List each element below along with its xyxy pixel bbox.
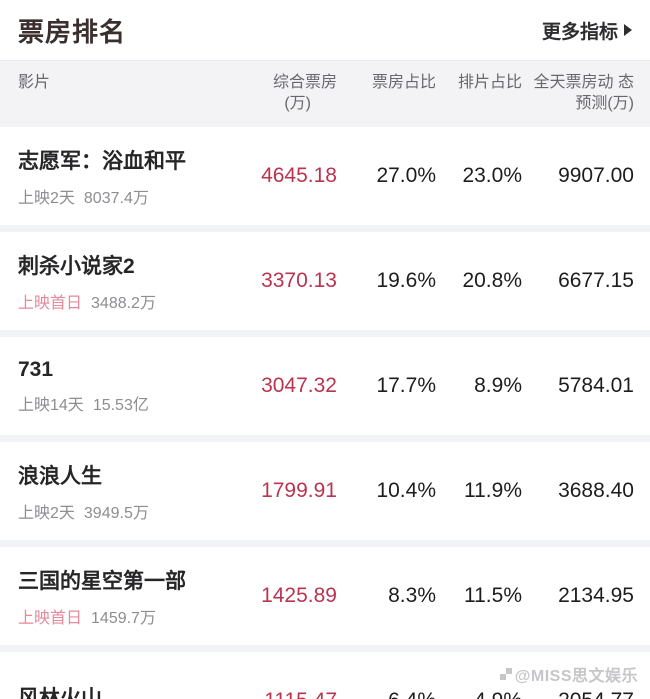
- table-row[interactable]: 刺杀小说家2 上映首日 3488.2万 3370.13 19.6% 20.8% …: [0, 232, 650, 330]
- chevron-right-icon: [624, 24, 632, 36]
- table-column-headers: 影片 综合票房 (万) 票房占比 排片占比 全天票房动 态预测(万): [0, 61, 650, 127]
- column-header-box-share: 票房占比: [371, 74, 436, 91]
- film-title: 731: [18, 357, 54, 381]
- table-body: 志愿军：浴血和平 上映2天 8037.4万 4645.18 27.0% 23.0…: [0, 127, 650, 699]
- film-title: 刺杀小说家2: [18, 254, 135, 278]
- film-title: 志愿军：浴血和平: [18, 149, 186, 173]
- screen-share-value: 20.8%: [462, 269, 522, 292]
- cumulative-box-office: 3949.5万: [83, 504, 149, 522]
- forecast-value: 6677.15: [558, 269, 634, 292]
- box-share-value: 8.3%: [388, 584, 436, 607]
- forecast-value: 3688.40: [558, 479, 634, 502]
- release-day-label: 上映14天: [18, 396, 84, 414]
- box-share-value: 27.0%: [376, 164, 436, 187]
- film-release-info: 上映14天 15.53亿: [18, 391, 210, 415]
- table-row[interactable]: 731 上映14天 15.53亿 3047.32 17.7% 8.9% 5784…: [0, 337, 650, 435]
- film-title: 三国的星空第一部: [18, 569, 186, 593]
- film-release-info: 上映首日 3488.2万: [18, 289, 210, 313]
- composite-box-office-value: 3370.13: [261, 269, 337, 292]
- release-day-label: 上映2天: [18, 504, 75, 522]
- film-release-info: 上映2天 3949.5万: [18, 499, 210, 523]
- column-header-forecast: 全天票房动 态预测(万): [533, 74, 634, 112]
- release-day-label: 上映首日: [18, 609, 83, 627]
- column-header-film: 影片: [18, 74, 51, 91]
- screen-share-value: 11.5%: [464, 584, 522, 607]
- cumulative-box-office: 1459.7万: [91, 609, 156, 627]
- composite-box-office-value: 1425.89: [261, 584, 337, 607]
- forecast-value: 9907.00: [558, 164, 634, 187]
- cumulative-box-office: 8037.4万: [83, 189, 149, 207]
- more-indicators-button[interactable]: 更多指标: [542, 17, 632, 44]
- film-release-info: 上映2天 8037.4万: [18, 184, 210, 208]
- film-release-info: 上映首日 1459.7万: [18, 604, 210, 628]
- film-title: 浪浪人生: [18, 464, 102, 488]
- forecast-value: 2054.77: [522, 689, 634, 699]
- forecast-value: 5784.01: [558, 374, 634, 397]
- box-share-value: 6.4%: [337, 689, 436, 699]
- screen-share-value: 4.9%: [436, 689, 522, 699]
- column-header-box-office: 综合票房 (万): [272, 74, 337, 112]
- table-row[interactable]: 三国的星空第一部 上映首日 1459.7万 1425.89 8.3% 11.5%…: [0, 547, 650, 645]
- release-day-label: 上映首日: [18, 294, 83, 312]
- table-row[interactable]: 风林火山 1115.47 6.4% 4.9% 2054.77: [0, 652, 650, 699]
- screen-share-value: 23.0%: [462, 164, 522, 187]
- screen-share-value: 11.9%: [464, 479, 522, 502]
- more-indicators-label: 更多指标: [541, 21, 618, 43]
- release-day-label: 上映2天: [18, 189, 75, 207]
- forecast-value: 2134.95: [558, 584, 634, 607]
- title-bar: 票房排名 更多指标: [0, 0, 650, 61]
- composite-box-office-value: 1115.47: [210, 689, 337, 699]
- table-row[interactable]: 志愿军：浴血和平 上映2天 8037.4万 4645.18 27.0% 23.0…: [0, 127, 650, 225]
- table-row[interactable]: 浪浪人生 上映2天 3949.5万 1799.91 10.4% 11.9% 36…: [0, 442, 650, 540]
- box-share-value: 17.7%: [376, 374, 436, 397]
- cumulative-box-office: 3488.2万: [91, 294, 156, 312]
- box-share-value: 19.6%: [376, 269, 436, 292]
- film-title: 风林火山: [18, 686, 102, 699]
- box-share-value: 10.4%: [376, 479, 436, 502]
- composite-box-office-value: 4645.18: [261, 164, 337, 187]
- cumulative-box-office: 15.53亿: [92, 396, 149, 414]
- page-title: 票房排名: [18, 16, 127, 47]
- composite-box-office-value: 1799.91: [261, 479, 337, 502]
- composite-box-office-value: 3047.32: [261, 374, 337, 397]
- screen-share-value: 8.9%: [474, 374, 522, 397]
- column-header-screen-share: 排片占比: [457, 74, 522, 91]
